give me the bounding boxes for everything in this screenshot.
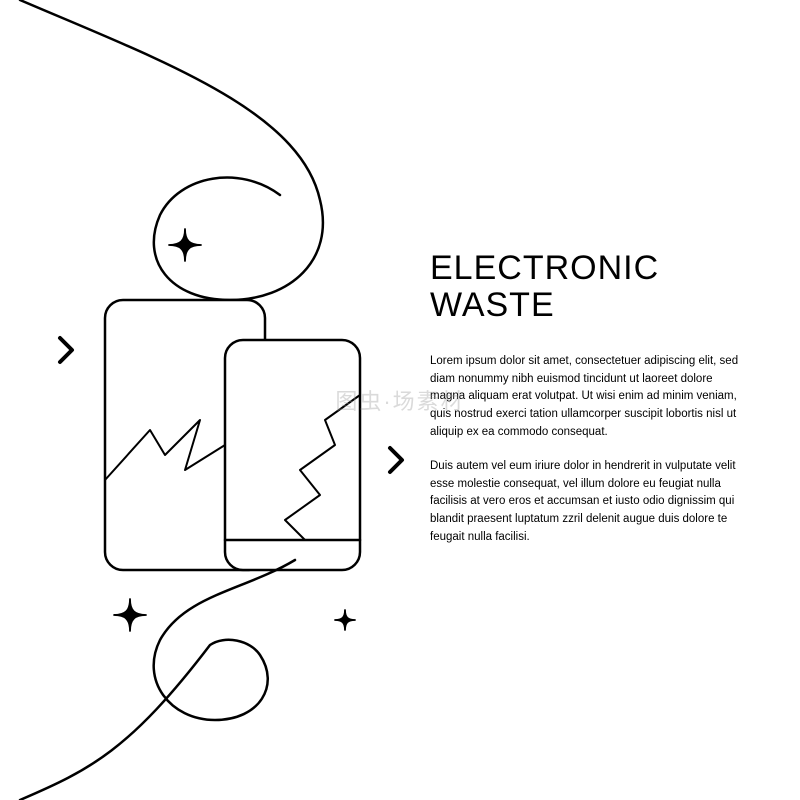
body-paragraph-2: Duis autem vel eum iriure dolor in hendr… [430,458,740,547]
infographic-stage: ELECTRONIC WASTE Lorem ipsum dolor sit a… [0,0,800,800]
title-line-1: ELECTRONIC [430,249,659,287]
title: ELECTRONIC WASTE [430,250,740,325]
body-paragraph-1: Lorem ipsum dolor sit amet, consectetuer… [430,353,740,442]
body-text: Lorem ipsum dolor sit amet, consectetuer… [430,353,740,547]
text-block: ELECTRONIC WASTE Lorem ipsum dolor sit a… [430,250,740,563]
title-line-2: WASTE [430,287,740,324]
